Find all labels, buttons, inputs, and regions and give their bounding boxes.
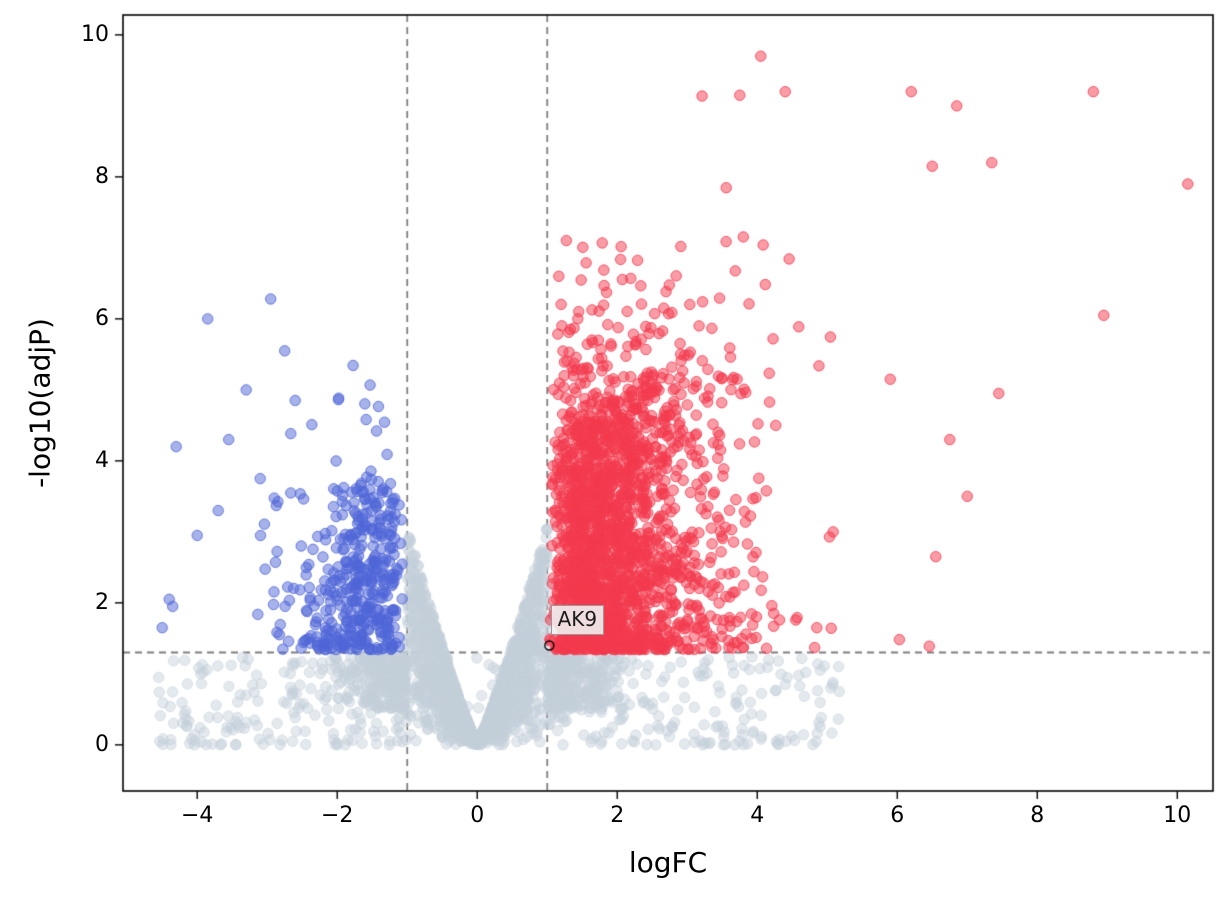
- y-axis-label: -log10(adjP): [23, 318, 57, 488]
- y-tick-label: 4: [95, 447, 109, 473]
- x-tick-label: −4: [180, 803, 214, 828]
- x-axis-label: logFC: [628, 846, 708, 879]
- x-tick-label: 10: [1163, 803, 1192, 828]
- x-tick-label: 8: [1030, 803, 1045, 828]
- x-tick-label: 6: [890, 803, 905, 828]
- y-tick-label: 6: [95, 305, 109, 331]
- y-tick-label: 10: [81, 21, 109, 47]
- x-tick-label: 0: [470, 803, 485, 828]
- y-tick-label: 0: [95, 731, 109, 757]
- y-tick-label: 2: [95, 589, 109, 615]
- x-tick-label: 2: [610, 803, 625, 828]
- annotation-label-ak9: AK9: [550, 604, 605, 635]
- x-tick-label: 4: [750, 803, 765, 828]
- x-tick-label: −2: [321, 803, 354, 828]
- y-tick-label: 8: [95, 163, 109, 189]
